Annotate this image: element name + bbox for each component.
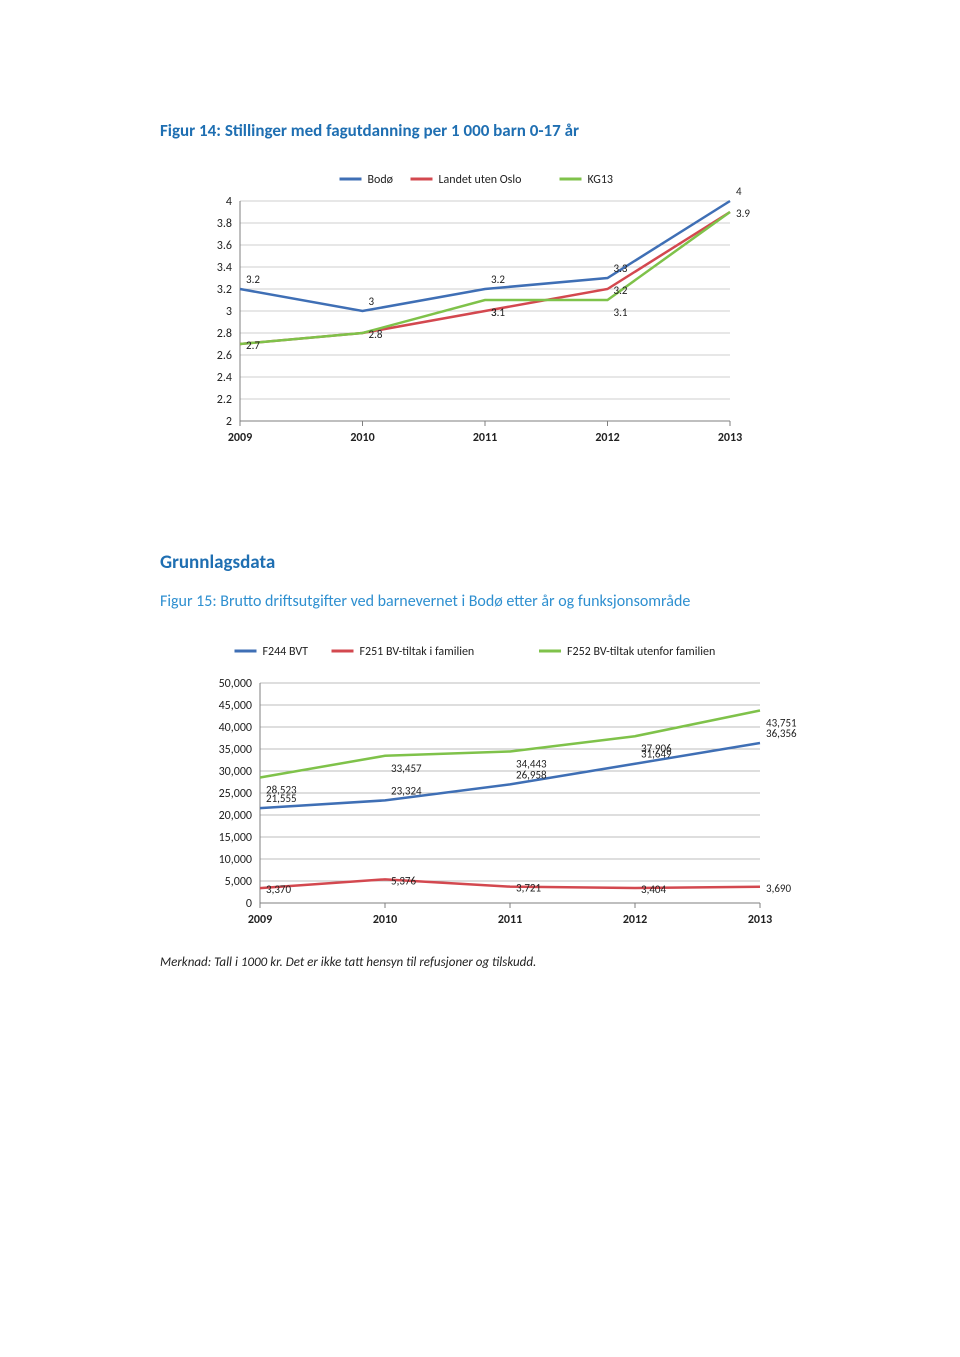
svg-text:28,523: 28,523 <box>266 783 297 796</box>
svg-text:5,000: 5,000 <box>225 875 252 889</box>
svg-text:2011: 2011 <box>473 431 497 445</box>
svg-text:2010: 2010 <box>373 913 397 927</box>
svg-text:3,370: 3,370 <box>266 883 291 896</box>
svg-text:50,000: 50,000 <box>219 677 252 691</box>
section-title: Grunnlagsdata <box>160 551 810 574</box>
figure15-chart: 0 5,000 10,000 15,000 20,000 25,000 30,000 35,0… <box>190 633 810 943</box>
svg-text:3.6: 3.6 <box>217 239 232 253</box>
svg-text:4: 4 <box>226 195 232 209</box>
figure14-title: Figur 14: Stillinger med fagutdanning pe… <box>160 120 810 141</box>
svg-text:3.2: 3.2 <box>614 284 628 297</box>
svg-text:3.4: 3.4 <box>217 261 232 275</box>
svg-text:25,000: 25,000 <box>219 787 252 801</box>
svg-text:F251 BV-tiltak i familien: F251 BV-tiltak i familien <box>360 645 475 659</box>
svg-text:3.1: 3.1 <box>491 306 505 319</box>
svg-text:3.3: 3.3 <box>614 262 628 275</box>
svg-text:35,000: 35,000 <box>219 743 252 757</box>
svg-text:2012: 2012 <box>595 431 619 445</box>
svg-text:F244 BVT: F244 BVT <box>263 645 309 659</box>
svg-text:20,000: 20,000 <box>219 809 252 823</box>
svg-text:Bodø: Bodø <box>368 173 394 187</box>
svg-text:3,690: 3,690 <box>766 882 791 895</box>
svg-text:KG13: KG13 <box>588 173 614 187</box>
svg-text:2.8: 2.8 <box>369 328 383 341</box>
svg-text:4: 4 <box>736 185 742 198</box>
svg-text:2.4: 2.4 <box>217 371 232 385</box>
svg-text:33,457: 33,457 <box>391 762 422 775</box>
svg-text:2.6: 2.6 <box>217 349 232 363</box>
svg-text:23,324: 23,324 <box>391 784 422 797</box>
svg-text:2011: 2011 <box>498 913 522 927</box>
svg-text:37,906: 37,906 <box>641 742 672 755</box>
document-page: Figur 14: Stillinger med fagutdanning pe… <box>0 0 960 1170</box>
svg-text:45,000: 45,000 <box>219 699 252 713</box>
svg-text:3.2: 3.2 <box>491 273 505 286</box>
svg-text:2.7: 2.7 <box>246 339 260 352</box>
svg-text:34,443: 34,443 <box>516 757 547 770</box>
svg-text:40,000: 40,000 <box>219 721 252 735</box>
svg-text:3.2: 3.2 <box>217 283 232 297</box>
svg-text:3.1: 3.1 <box>614 306 628 319</box>
figure14-chart: 2 2.2 2.4 2.6 2.8 3 3.2 3.4 3.6 3.8 4 2009 2010 2011 2… <box>190 161 810 461</box>
figure15-note: Merknad: Tall i 1000 kr. Det er ikke tat… <box>160 955 810 970</box>
svg-text:30,000: 30,000 <box>219 765 252 779</box>
svg-text:2.2: 2.2 <box>217 393 232 407</box>
svg-text:3: 3 <box>226 305 232 319</box>
figure15-title: Figur 15: Brutto driftsutgifter ved barn… <box>160 592 810 611</box>
svg-text:2012: 2012 <box>623 913 647 927</box>
svg-text:Landet uten Oslo: Landet uten Oslo <box>439 173 522 187</box>
svg-text:3.9: 3.9 <box>736 207 750 220</box>
svg-text:0: 0 <box>246 897 252 911</box>
svg-text:2009: 2009 <box>228 431 252 445</box>
svg-text:3.2: 3.2 <box>246 273 260 286</box>
svg-text:10,000: 10,000 <box>219 853 252 867</box>
svg-text:2009: 2009 <box>248 913 272 927</box>
svg-text:3,404: 3,404 <box>641 883 666 896</box>
svg-text:3: 3 <box>369 295 375 308</box>
svg-text:2013: 2013 <box>718 431 742 445</box>
svg-text:15,000: 15,000 <box>219 831 252 845</box>
svg-text:5,376: 5,376 <box>391 874 416 887</box>
svg-text:2.8: 2.8 <box>217 327 232 341</box>
svg-text:F252 BV-tiltak utenfor familie: F252 BV-tiltak utenfor familien <box>567 645 715 659</box>
svg-text:3,721: 3,721 <box>516 882 541 895</box>
svg-text:3.8: 3.8 <box>217 217 232 231</box>
svg-text:2: 2 <box>226 415 232 429</box>
svg-text:43,751: 43,751 <box>766 716 797 729</box>
svg-text:2010: 2010 <box>350 431 374 445</box>
svg-text:2013: 2013 <box>748 913 772 927</box>
